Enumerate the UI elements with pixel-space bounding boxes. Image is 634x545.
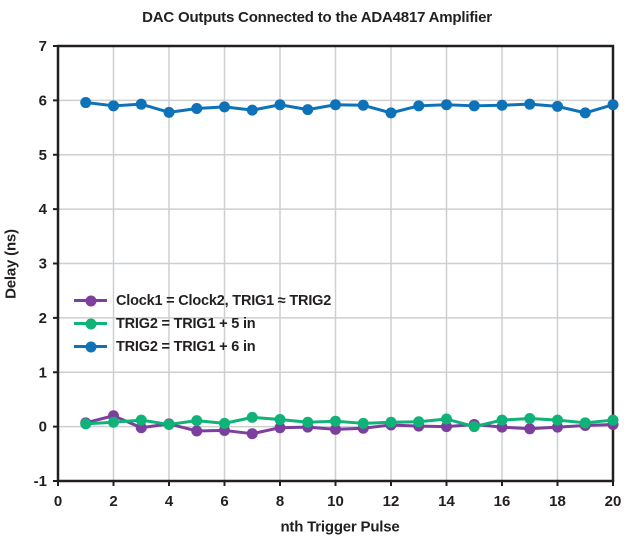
data-point	[357, 417, 369, 429]
y-tick-label: 2	[39, 310, 47, 327]
data-point	[330, 99, 341, 111]
data-point	[219, 417, 230, 429]
data-point	[524, 412, 536, 424]
data-point	[579, 417, 591, 429]
data-point	[468, 421, 480, 433]
data-point	[579, 107, 591, 119]
data-point	[496, 414, 508, 426]
data-point	[330, 415, 341, 427]
data-point	[385, 107, 397, 119]
data-point	[135, 422, 147, 434]
data-point	[274, 422, 286, 434]
y-tick-label: 4	[39, 201, 48, 218]
y-tick-label: 0	[39, 419, 47, 436]
legend-marker-purple	[74, 295, 107, 306]
x-tick-label: 4	[165, 493, 174, 510]
x-tick-label: 16	[494, 493, 511, 510]
data-point	[191, 103, 203, 115]
data-point	[135, 98, 147, 110]
plot-border	[56, 44, 615, 483]
x-tick-label: 2	[109, 493, 117, 510]
x-tick-label: 8	[276, 493, 284, 510]
legend-item-trig2-plus5: TRIG2 = TRIG1 + 5 in	[74, 312, 331, 335]
data-point	[274, 414, 286, 426]
x-tick-label: 12	[383, 493, 400, 510]
data-point	[246, 104, 258, 116]
data-point	[163, 106, 175, 118]
data-point	[135, 414, 147, 426]
data-point	[524, 98, 536, 110]
legend-item-trig2-plus6: TRIG2 = TRIG1 + 6 in	[74, 335, 331, 358]
y-tick-label: -1	[34, 473, 47, 490]
y-tick-label: 3	[39, 256, 47, 273]
x-tick-label: 18	[549, 493, 566, 510]
data-point	[607, 99, 619, 111]
data-point	[441, 413, 452, 425]
data-point	[413, 100, 425, 112]
data-point	[246, 411, 258, 423]
data-point	[80, 97, 92, 109]
data-point	[274, 99, 286, 111]
data-point	[163, 418, 175, 430]
data-point	[80, 418, 92, 430]
data-point	[385, 416, 397, 428]
x-tick-label: 20	[605, 493, 622, 510]
data-point	[524, 423, 536, 435]
y-tick-label: 6	[39, 92, 47, 109]
legend: Clock1 = Clock2, TRIG1 ≈ TRIG2 TRIG2 = T…	[74, 289, 331, 358]
legend-label: Clock1 = Clock2, TRIG1 ≈ TRIG2	[116, 292, 332, 309]
legend-label: TRIG2 = TRIG1 + 6 in	[116, 338, 256, 355]
data-point	[357, 99, 369, 111]
y-tick-label: 7	[39, 38, 47, 55]
data-point	[413, 416, 425, 428]
data-point	[219, 101, 230, 113]
legend-label: TRIG2 = TRIG1 + 5 in	[116, 315, 256, 332]
data-point	[302, 104, 314, 116]
data-point	[191, 425, 203, 437]
data-point	[496, 99, 508, 111]
y-tick-label: 1	[39, 364, 47, 381]
x-axis-label: nth Trigger Pulse	[280, 518, 400, 536]
data-point	[441, 421, 452, 433]
legend-marker-green	[74, 318, 107, 329]
x-tick-label: 0	[54, 493, 62, 510]
data-point	[330, 423, 341, 435]
legend-item-clock1-clock2: Clock1 = Clock2, TRIG1 ≈ TRIG2	[74, 289, 331, 312]
x-tick-label: 6	[220, 493, 228, 510]
y-tick-label: 5	[39, 147, 47, 164]
data-point	[552, 414, 563, 426]
legend-marker-blue	[74, 341, 107, 352]
data-point	[191, 415, 203, 427]
x-tick-label: 14	[438, 493, 455, 510]
data-point	[607, 414, 619, 426]
data-point	[468, 100, 480, 112]
chart-title: DAC Outputs Connected to the ADA4817 Amp…	[142, 9, 492, 26]
data-point	[552, 100, 563, 112]
data-point	[108, 100, 119, 112]
data-point	[108, 416, 119, 428]
x-tick-label: 10	[327, 493, 344, 510]
data-point	[302, 416, 314, 428]
data-point	[246, 428, 258, 440]
data-point	[441, 99, 452, 111]
